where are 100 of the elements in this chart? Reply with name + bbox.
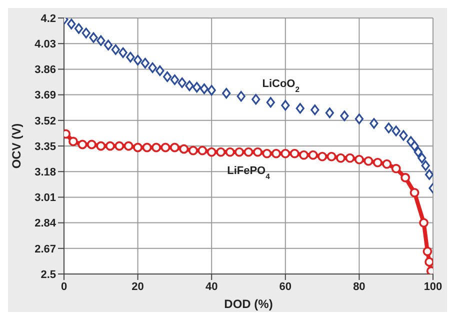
y-tick-label: 4.03 bbox=[34, 38, 56, 51]
point bbox=[253, 147, 262, 157]
point bbox=[225, 147, 235, 157]
y-tick-label: 3.69 bbox=[34, 90, 56, 102]
point bbox=[281, 100, 290, 111]
point bbox=[262, 148, 272, 158]
point bbox=[188, 146, 198, 156]
point bbox=[185, 80, 194, 92]
point bbox=[392, 126, 400, 136]
point bbox=[318, 152, 327, 162]
point bbox=[410, 140, 419, 152]
point bbox=[68, 136, 78, 146]
point bbox=[421, 160, 430, 171]
point bbox=[133, 142, 142, 152]
point bbox=[326, 152, 336, 162]
point bbox=[425, 169, 433, 180]
point bbox=[414, 146, 423, 158]
point bbox=[308, 150, 318, 160]
point bbox=[179, 144, 189, 154]
point bbox=[400, 172, 410, 182]
point bbox=[163, 71, 172, 82]
point bbox=[126, 52, 135, 62]
x-axis-title: DOD (%) bbox=[224, 297, 273, 311]
point bbox=[104, 40, 113, 50]
point bbox=[82, 28, 90, 38]
point bbox=[310, 104, 320, 116]
x-tick-label: 80 bbox=[353, 280, 366, 293]
point bbox=[170, 74, 179, 86]
point bbox=[271, 148, 281, 158]
point bbox=[89, 32, 98, 43]
point bbox=[336, 153, 346, 163]
point bbox=[105, 141, 115, 151]
x-tick-label: 40 bbox=[205, 280, 218, 293]
y-tick-label: 3.52 bbox=[34, 115, 56, 128]
point bbox=[124, 141, 134, 151]
point bbox=[111, 44, 120, 55]
point bbox=[399, 130, 408, 141]
point bbox=[410, 188, 420, 198]
point bbox=[382, 159, 392, 169]
point bbox=[140, 58, 150, 68]
point bbox=[74, 23, 84, 34]
x-tick-label: 100 bbox=[424, 280, 442, 293]
point bbox=[156, 65, 164, 76]
point bbox=[86, 140, 96, 150]
y-tick-label: 3.86 bbox=[34, 64, 56, 76]
point bbox=[354, 114, 364, 124]
point bbox=[192, 82, 202, 93]
point bbox=[118, 47, 128, 58]
point bbox=[290, 148, 300, 158]
point bbox=[96, 35, 106, 46]
y-tick-label: 3.18 bbox=[34, 166, 56, 179]
point bbox=[422, 246, 432, 256]
point bbox=[299, 150, 309, 160]
point bbox=[200, 83, 209, 94]
point bbox=[364, 156, 374, 166]
point bbox=[142, 142, 152, 152]
y-tick-label: 2.5 bbox=[40, 268, 56, 281]
point bbox=[266, 97, 275, 108]
point bbox=[222, 88, 231, 99]
point bbox=[252, 94, 260, 105]
point bbox=[236, 91, 246, 102]
point bbox=[340, 110, 349, 122]
y-tick-label: 4.2 bbox=[40, 12, 56, 25]
y-tick-label: 3.35 bbox=[34, 140, 56, 153]
y-axis-title: OCV (V) bbox=[9, 123, 24, 169]
y-tick-label: 2.67 bbox=[34, 243, 56, 256]
y-tick-label: 3.01 bbox=[34, 192, 56, 204]
point bbox=[198, 146, 208, 156]
point bbox=[384, 122, 394, 134]
point bbox=[391, 164, 401, 174]
point bbox=[216, 147, 226, 157]
point bbox=[96, 141, 106, 151]
point bbox=[419, 218, 428, 228]
point bbox=[418, 152, 426, 164]
x-tick-label: 20 bbox=[132, 280, 144, 293]
point bbox=[296, 103, 304, 114]
point bbox=[370, 118, 378, 129]
point bbox=[170, 142, 180, 152]
point bbox=[345, 153, 355, 163]
point bbox=[78, 140, 88, 150]
point bbox=[114, 141, 124, 151]
series-label: LiFePO$_{4}$ bbox=[227, 165, 271, 181]
point bbox=[134, 54, 142, 66]
point bbox=[152, 142, 161, 152]
point bbox=[67, 18, 76, 30]
x-tick-label: 0 bbox=[60, 280, 68, 293]
point bbox=[372, 158, 382, 168]
point bbox=[234, 147, 244, 157]
point bbox=[354, 154, 364, 164]
point bbox=[178, 77, 186, 88]
x-tick-label: 60 bbox=[279, 280, 292, 293]
point bbox=[325, 108, 334, 118]
point bbox=[148, 62, 157, 73]
point bbox=[280, 148, 290, 158]
point bbox=[206, 147, 216, 157]
point bbox=[207, 84, 216, 96]
point bbox=[160, 142, 170, 152]
y-tick-label: 2.84 bbox=[34, 218, 57, 230]
point bbox=[244, 147, 254, 157]
point bbox=[424, 257, 433, 267]
